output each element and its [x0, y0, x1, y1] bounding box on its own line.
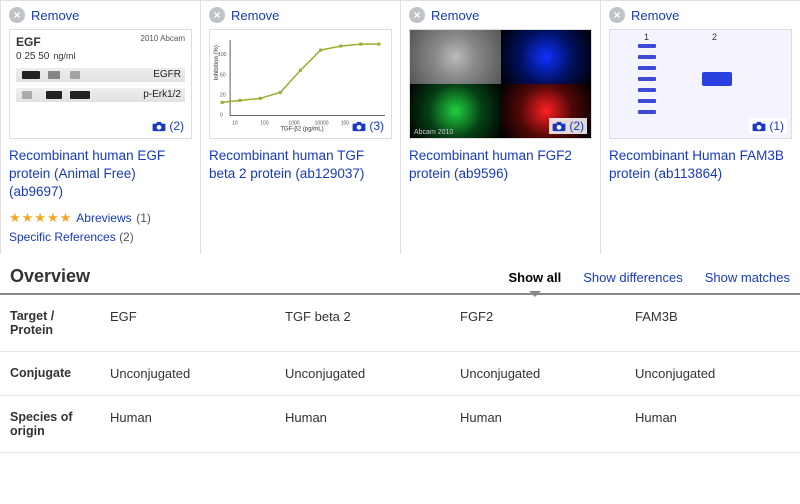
specific-references-link[interactable]: Specific References — [9, 230, 116, 244]
svg-text:100: 100 — [218, 52, 227, 58]
svg-text:60: 60 — [220, 72, 226, 78]
photo-count-badge[interactable]: (1) — [749, 118, 787, 134]
remove-button[interactable]: × Remove — [409, 7, 592, 23]
table-cell: FGF2 — [450, 295, 625, 352]
product-thumbnail[interactable]: EGF 2010 Abcam 0 25 50ng/ml EGFR p-Erk1/… — [9, 29, 192, 139]
tab-show-differences[interactable]: Show differences — [583, 270, 683, 287]
row-header: Conjugate — [0, 351, 100, 395]
table-cell: Human — [275, 395, 450, 452]
comparison-table: Target / Protein EGF TGF beta 2 FGF2 FAM… — [0, 295, 800, 453]
star-rating: ★★★★★Abreviews (1) — [9, 210, 192, 226]
product-card: × Remove Abcam 2010 (2) Recombinant huma… — [400, 1, 600, 254]
svg-text:TGF-β2 (pg/mL): TGF-β2 (pg/mL) — [280, 127, 323, 133]
camera-icon — [552, 121, 566, 132]
table-cell: FAM3B — [625, 295, 800, 352]
table-cell: Human — [450, 395, 625, 452]
close-icon: × — [9, 7, 25, 23]
tab-show-all[interactable]: Show all — [509, 270, 562, 287]
table-cell: EGF — [100, 295, 275, 352]
close-icon: × — [609, 7, 625, 23]
row-header: Target / Protein — [0, 295, 100, 352]
table-cell: Unconjugated — [100, 351, 275, 395]
remove-link[interactable]: Remove — [31, 8, 79, 23]
table-row: Conjugate Unconjugated Unconjugated Unco… — [0, 351, 800, 395]
photo-count-badge[interactable]: (2) — [549, 118, 587, 134]
photo-count-badge[interactable]: (2) — [149, 118, 187, 134]
camera-icon — [752, 121, 766, 132]
product-title-link[interactable]: Recombinant Human FAM3B protein (ab11386… — [609, 147, 792, 183]
photo-count-badge[interactable]: (3) — [349, 118, 387, 134]
overview-tabs: Show all Show differences Show matches — [509, 270, 791, 287]
product-card: × Remove EGF 2010 Abcam 0 25 50ng/ml EGF… — [0, 1, 200, 254]
product-title-link[interactable]: Recombinant human EGF protein (Animal Fr… — [9, 147, 192, 202]
remove-button[interactable]: × Remove — [209, 7, 392, 23]
overview-title: Overview — [10, 266, 90, 287]
svg-text:10: 10 — [232, 121, 238, 127]
table-cell: Human — [100, 395, 275, 452]
table-row: Species of origin Human Human Human Huma… — [0, 395, 800, 452]
remove-link[interactable]: Remove — [231, 8, 279, 23]
table-cell: TGF beta 2 — [275, 295, 450, 352]
svg-text:10000: 10000 — [315, 121, 329, 127]
camera-icon — [352, 121, 366, 132]
remove-button[interactable]: × Remove — [9, 7, 192, 23]
remove-button[interactable]: × Remove — [609, 7, 792, 23]
svg-text:1000: 1000 — [288, 121, 299, 127]
close-icon: × — [209, 7, 225, 23]
abreviews-link[interactable]: Abreviews — [76, 211, 131, 225]
product-title-link[interactable]: Recombinant human TGF beta 2 protein (ab… — [209, 147, 392, 183]
remove-link[interactable]: Remove — [431, 8, 479, 23]
svg-text:20: 20 — [220, 92, 226, 98]
remove-link[interactable]: Remove — [631, 8, 679, 23]
overview-header: Overview Show all Show differences Show … — [0, 258, 800, 295]
product-card: × Remove Inhibition (%) TGF-β2 (pg/mL) 1… — [200, 1, 400, 254]
table-cell: Unconjugated — [450, 351, 625, 395]
tab-show-matches[interactable]: Show matches — [705, 270, 790, 287]
table-row: Target / Protein EGF TGF beta 2 FGF2 FAM… — [0, 295, 800, 352]
table-cell: Unconjugated — [275, 351, 450, 395]
svg-text:0: 0 — [220, 112, 223, 118]
product-thumbnail[interactable]: Inhibition (%) TGF-β2 (pg/mL) 1010010001… — [209, 29, 392, 139]
close-icon: × — [409, 7, 425, 23]
product-thumbnail[interactable]: Abcam 2010 (2) — [409, 29, 592, 139]
camera-icon — [152, 121, 166, 132]
table-cell: Human — [625, 395, 800, 452]
table-cell: Unconjugated — [625, 351, 800, 395]
product-thumbnail[interactable]: 1 2 (1) — [609, 29, 792, 139]
svg-text:100: 100 — [260, 121, 269, 127]
row-header: Species of origin — [0, 395, 100, 452]
product-card: × Remove 1 2 (1) Recombinant Human FAM3B… — [600, 1, 800, 254]
product-card-row: × Remove EGF 2010 Abcam 0 25 50ng/ml EGF… — [0, 0, 800, 254]
product-title-link[interactable]: Recombinant human FGF2 protein (ab9596) — [409, 147, 592, 183]
